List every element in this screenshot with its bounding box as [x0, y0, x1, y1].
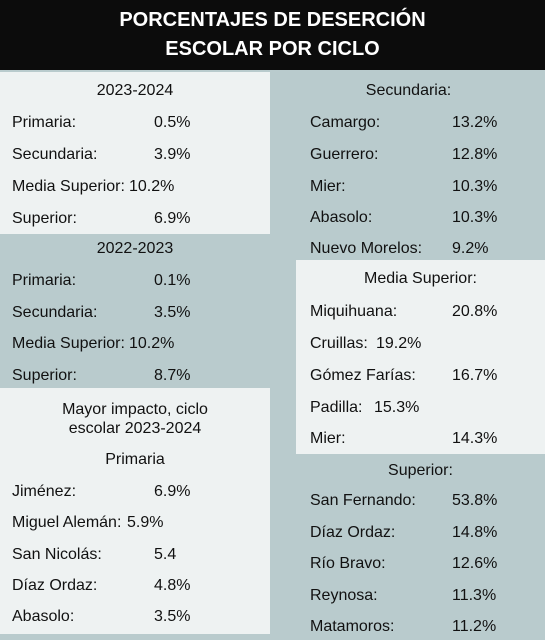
row-label: Mier: — [310, 430, 346, 447]
row-value: 3.9% — [154, 146, 191, 163]
row-label: Río Bravo: — [310, 555, 386, 572]
row-label: Matamoros: — [310, 618, 395, 635]
row-label: Mier: — [310, 178, 346, 195]
row-label: Nuevo Morelos: — [310, 240, 423, 257]
row-label: Padilla: — [310, 399, 363, 416]
panel-superior: Superior: San Fernando: 53.8% Díaz Ordaz… — [296, 454, 545, 640]
row-label: San Fernando: — [310, 492, 416, 509]
row-value: 19.2% — [376, 335, 422, 352]
panel-subtitle: Primaria — [105, 451, 165, 468]
row-value: 6.9% — [154, 210, 191, 227]
panel-media-superior: Media Superior: Miquihuana: 20.8% Cruill… — [296, 260, 545, 454]
row-label: Gómez Farías: — [310, 367, 416, 384]
panel-mayor-impacto: Mayor impacto, ciclo escolar 2023-2024 P… — [0, 388, 270, 634]
row-label: Miquihuana: — [310, 303, 398, 320]
row-value: 12.8% — [452, 146, 498, 163]
row-value: 20.8% — [452, 303, 498, 320]
row-label: Reynosa: — [310, 587, 378, 604]
panel-title: Secundaria: — [365, 82, 452, 99]
row-value: 3.5% — [154, 304, 191, 321]
panel-2022-2023: 2022-2023 Primaria: 0.1% Secundaria: 3.5… — [0, 234, 270, 388]
row-value: 10.3% — [452, 178, 498, 195]
title-line1: Mayor impacto, ciclo — [62, 401, 208, 418]
row-label: Secundaria: — [12, 146, 98, 163]
row-value: 14.3% — [452, 430, 498, 447]
panel-title: Media Superior: — [364, 270, 477, 287]
row-value: 6.9% — [154, 483, 191, 500]
row-label: Jiménez: — [12, 483, 77, 500]
row-label: Primaria: — [12, 114, 77, 131]
page-header: PORCENTAJES DE DESERCIÓN ESCOLAR POR CIC… — [0, 0, 545, 70]
row-value: 16.7% — [452, 367, 498, 384]
row-value: 11.2% — [452, 618, 497, 635]
row-label: Cruillas: — [310, 335, 368, 352]
title-line2: escolar 2023-2024 — [68, 420, 202, 437]
row-label: Secundaria: — [12, 304, 98, 321]
row-label: Miguel Alemán: — [12, 514, 122, 531]
panel-title: 2023-2024 — [96, 82, 174, 99]
row-label: San Nicolás: — [12, 546, 102, 563]
row-value: 10.3% — [452, 209, 498, 226]
row-label: Guerrero: — [310, 146, 379, 163]
panel-title: Mayor impacto, ciclo escolar 2023-2024 — [0, 400, 270, 438]
row-label: Camargo: — [310, 114, 381, 131]
row-label: Primaria: — [12, 272, 77, 289]
row-value: 10.2% — [129, 335, 175, 352]
header-title-line2: ESCOLAR POR CICLO — [165, 38, 380, 60]
row-label: Media Superior: — [12, 335, 125, 352]
row-label: Díaz Ordaz: — [310, 524, 396, 541]
row-value: 14.8% — [452, 524, 498, 541]
row-label: Superior: — [12, 367, 77, 384]
row-value: 0.1% — [154, 272, 191, 289]
row-value: 3.5% — [154, 608, 191, 625]
row-label: Superior: — [12, 210, 77, 227]
panel-title: 2022-2023 — [96, 240, 174, 257]
row-value: 53.8% — [452, 492, 498, 509]
panel-secundaria: Secundaria: Camargo: 13.2% Guerrero: 12.… — [272, 72, 545, 258]
row-value: 12.6% — [452, 555, 498, 572]
row-value: 15.3% — [374, 399, 420, 416]
row-value: 5.4 — [154, 546, 177, 563]
row-value: 8.7% — [154, 367, 191, 384]
row-label: Media Superior: — [12, 178, 125, 195]
row-value: 10.2% — [129, 178, 175, 195]
panel-title: Superior: — [388, 462, 453, 479]
row-label: Abasolo: — [12, 608, 75, 625]
row-value: 5.9% — [127, 514, 164, 531]
row-value: 0.5% — [154, 114, 191, 131]
row-value: 4.8% — [154, 577, 191, 594]
row-label: Abasolo: — [310, 209, 373, 226]
row-value: 13.2% — [452, 114, 498, 131]
panel-2023-2024: 2023-2024 Primaria: 0.5% Secundaria: 3.9… — [0, 72, 270, 234]
header-title-line1: PORCENTAJES DE DESERCIÓN — [119, 9, 426, 31]
row-value: 9.2% — [452, 240, 489, 257]
row-value: 11.3% — [452, 587, 497, 604]
row-label: Díaz Ordaz: — [12, 577, 98, 594]
